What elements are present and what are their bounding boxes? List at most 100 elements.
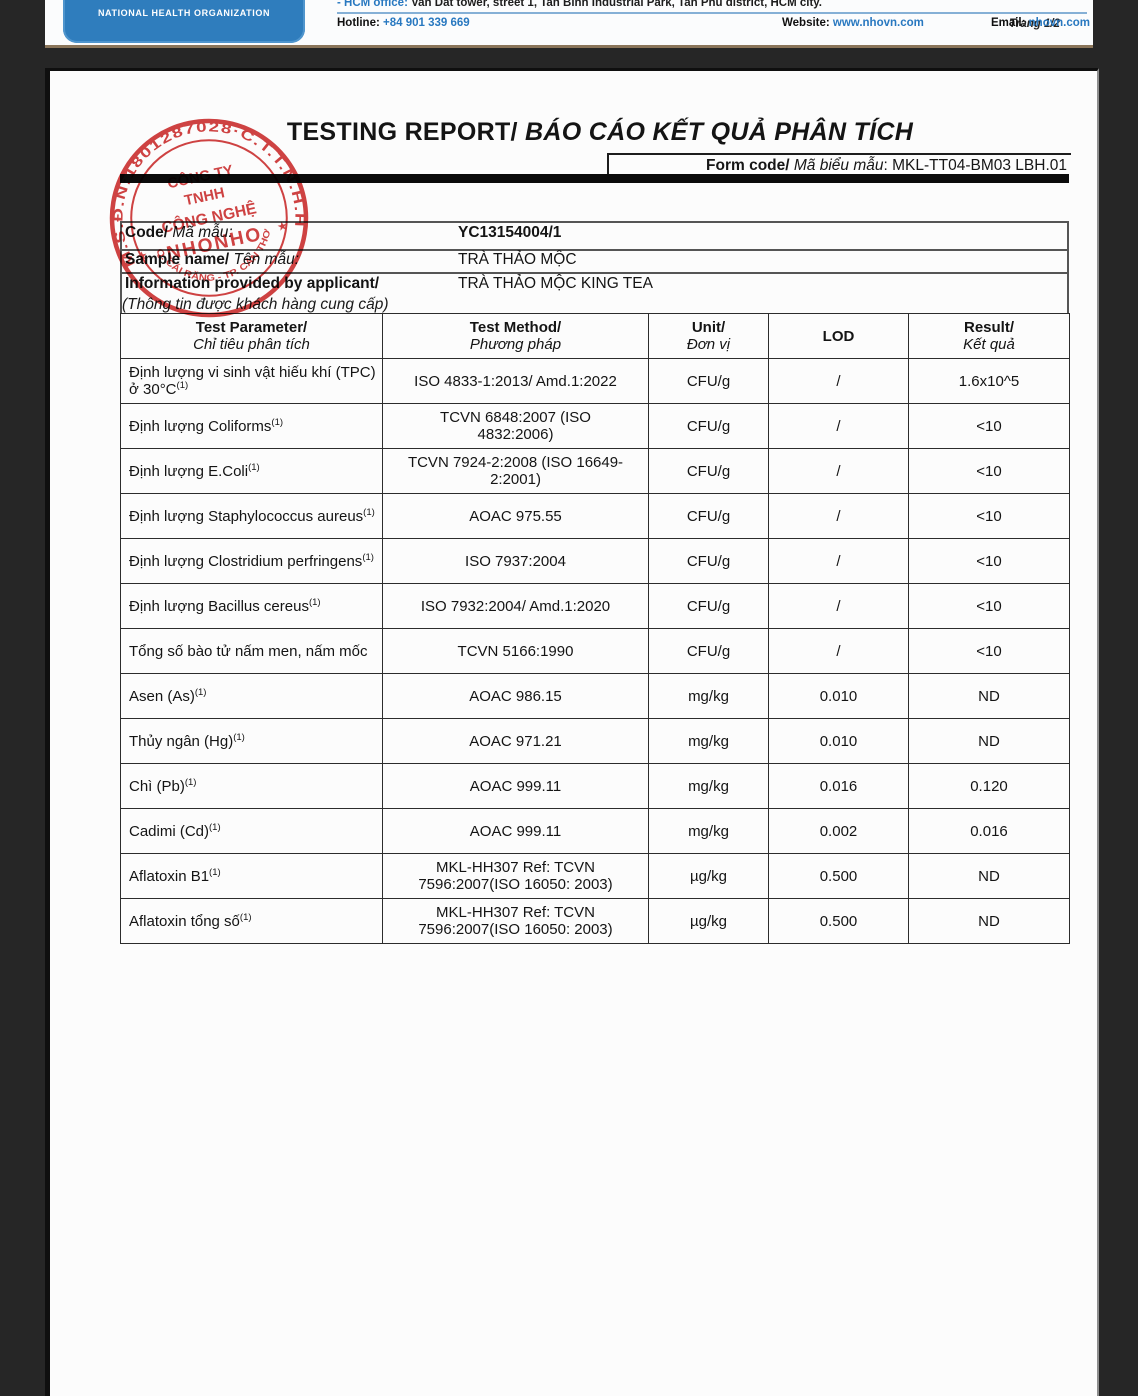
col-header-lod: LOD: [768, 313, 909, 359]
cell-parameter: Định lượng Staphylococcus aureus(1): [120, 493, 383, 539]
hotline-value: +84 901 339 669: [383, 17, 470, 29]
sample-name-value: TRÀ THẢO MỘC: [458, 251, 577, 268]
col-header-unit-vi: Đơn vị: [686, 336, 731, 353]
cell-unit: CFU/g: [648, 583, 769, 629]
table-row: Định lượng Staphylococcus aureus(1) AOAC …: [120, 493, 1070, 539]
cell-result: ND: [908, 898, 1070, 944]
results-table: Test Parameter/Chỉ tiêu phân tích Test M…: [120, 313, 1070, 944]
page-indicator: Trang 1/2: [1009, 18, 1060, 30]
col-header-result: Result/Kết quả: [908, 313, 1070, 359]
table-row: Định lượng Clostridium perfringens(1) ISO…: [120, 538, 1070, 584]
table-row: Định lượng E.Coli(1) TCVN 7924-2:2008 (IS…: [120, 448, 1070, 494]
applicant-info-value: TRÀ THẢO MỘC KING TEA: [458, 275, 653, 292]
col-header-unit-en: Unit/: [691, 319, 726, 336]
cell-lod: /: [768, 493, 909, 539]
cell-method: AOAC 971.21: [382, 718, 649, 764]
hotline: Hotline: +84 901 339 669: [337, 17, 470, 29]
cell-parameter: Định lượng E.Coli(1): [120, 448, 383, 494]
col-header-parameter-vi: Chỉ tiêu phân tích: [193, 336, 310, 353]
cell-parameter: Định lượng vi sinh vật hiếu khí (TPC) ở …: [120, 358, 383, 404]
table-header-row: Test Parameter/Chỉ tiêu phân tích Test M…: [120, 313, 1070, 359]
code-value: YC13154004/1: [458, 224, 562, 241]
cell-parameter: Định lượng Clostridium perfringens(1): [120, 538, 383, 584]
info-line: [120, 272, 1069, 274]
cell-lod: /: [768, 538, 909, 584]
cell-parameter: Cadimi (Cd)(1): [120, 808, 383, 854]
cell-method: ISO 7932:2004/ Amd.1:2020: [382, 583, 649, 629]
col-header-result-vi: Kết quả: [963, 336, 1015, 353]
cell-lod: /: [768, 358, 909, 404]
code-label-vi: Mã mẫu:: [168, 224, 233, 241]
cell-unit: mg/kg: [648, 718, 769, 764]
cell-parameter: Chì (Pb)(1): [120, 763, 383, 809]
cell-method: TCVN 7924-2:2008 (ISO 16649-2:2001): [382, 448, 649, 494]
cell-unit: CFU/g: [648, 493, 769, 539]
sample-name-label: Sample name/ Tên mẫu:: [125, 251, 299, 269]
cell-lod: 0.500: [768, 853, 909, 899]
info-border-right: [1067, 221, 1069, 313]
report-title-vi: BÁO CÁO KẾT QUẢ PHÂN TÍCH: [517, 118, 914, 146]
cell-parameter: Aflatoxin tổng số(1): [120, 898, 383, 944]
report-title-en: TESTING REPORT/: [286, 118, 518, 146]
info-line: [120, 221, 1069, 223]
cell-method: ISO 7937:2004: [382, 538, 649, 584]
stamp-line1: CÔNG TY: [166, 161, 235, 193]
cell-result: ND: [908, 853, 1070, 899]
cell-method: ISO 4833-1:2013/ Amd.1:2022: [382, 358, 649, 404]
hotline-label: Hotline:: [337, 17, 383, 29]
cell-unit: mg/kg: [648, 673, 769, 719]
cell-lod: 0.010: [768, 718, 909, 764]
office-text: Van Dat tower, street 1, Tan Binh Indust…: [407, 0, 823, 9]
cell-lod: 0.010: [768, 673, 909, 719]
divider-bar: [120, 174, 1069, 183]
table-row: Cadimi (Cd)(1) AOAC 999.11 mg/kg 0.002 0.016: [120, 808, 1070, 854]
cell-unit: mg/kg: [648, 808, 769, 854]
cell-unit: CFU/g: [648, 448, 769, 494]
cell-unit: CFU/g: [648, 628, 769, 674]
cell-result: 0.016: [908, 808, 1070, 854]
cell-parameter: Định lượng Bacillus cereus(1): [120, 583, 383, 629]
code-label: Code/ Mã mẫu:: [125, 224, 233, 242]
col-header-unit: Unit/Đơn vị: [648, 313, 769, 359]
cell-unit: µg/kg: [648, 853, 769, 899]
table-row: Định lượng vi sinh vật hiếu khí (TPC) ở …: [120, 358, 1070, 404]
form-code-value: MKL-TT04-BM03 LBH.01: [892, 157, 1067, 174]
cell-lod: /: [768, 448, 909, 494]
cell-unit: µg/kg: [648, 898, 769, 944]
cell-parameter: Aflatoxin B1(1): [120, 853, 383, 899]
cell-unit: mg/kg: [648, 763, 769, 809]
cell-method: MKL-HH307 Ref: TCVN 7596:2007(ISO 16050:…: [382, 853, 649, 899]
cell-parameter: Định lượng Coliforms(1): [120, 403, 383, 449]
website: Website: www.nhovn.com: [782, 17, 924, 29]
col-header-method-en: Test Method/: [469, 319, 562, 336]
table-row: Chì (Pb)(1) AOAC 999.11 mg/kg 0.016 0.120: [120, 763, 1070, 809]
report-page: TESTING REPORT/ BÁO CÁO KẾT QUẢ PHÂN TÍC…: [45, 68, 1099, 1396]
letterhead-strip: NATIONAL HEALTH ORGANIZATION - HCM offic…: [45, 0, 1093, 48]
cell-lod: /: [768, 628, 909, 674]
cell-result: <10: [908, 628, 1070, 674]
table-row: Aflatoxin tổng số(1) MKL-HH307 Ref: TCVN …: [120, 898, 1070, 944]
email-value: nhovn.com: [1028, 17, 1090, 29]
cell-result: 0.120: [908, 763, 1070, 809]
cell-lod: /: [768, 583, 909, 629]
cell-lod: 0.002: [768, 808, 909, 854]
cell-method: AOAC 999.11: [382, 763, 649, 809]
cell-method: TCVN 6848:2007 (ISO 4832:2006): [382, 403, 649, 449]
stamp-star-left: ★: [135, 248, 149, 264]
cell-result: 1.6x10^5: [908, 358, 1070, 404]
cell-method: AOAC 975.55: [382, 493, 649, 539]
col-header-method: Test Method/Phương pháp: [382, 313, 649, 359]
cell-result: ND: [908, 718, 1070, 764]
table-row: Aflatoxin B1(1) MKL-HH307 Ref: TCVN 7596:…: [120, 853, 1070, 899]
nho-logo: NATIONAL HEALTH ORGANIZATION: [63, 0, 305, 43]
form-code-label-en: Form code/: [706, 157, 790, 174]
results-tbody: Định lượng vi sinh vật hiếu khí (TPC) ở …: [120, 358, 1070, 944]
col-header-lod-en: LOD: [822, 327, 855, 345]
table-row: Thủy ngân (Hg)(1) AOAC 971.21 mg/kg 0.010 ND: [120, 718, 1070, 764]
website-value: www.nhovn.com: [832, 17, 924, 29]
cell-result: <10: [908, 583, 1070, 629]
email-page-overlap: Trang 1/2 Email: nhovn.com: [925, 17, 1090, 33]
cell-result: <10: [908, 403, 1070, 449]
cell-method: AOAC 986.15: [382, 673, 649, 719]
cell-result: <10: [908, 448, 1070, 494]
